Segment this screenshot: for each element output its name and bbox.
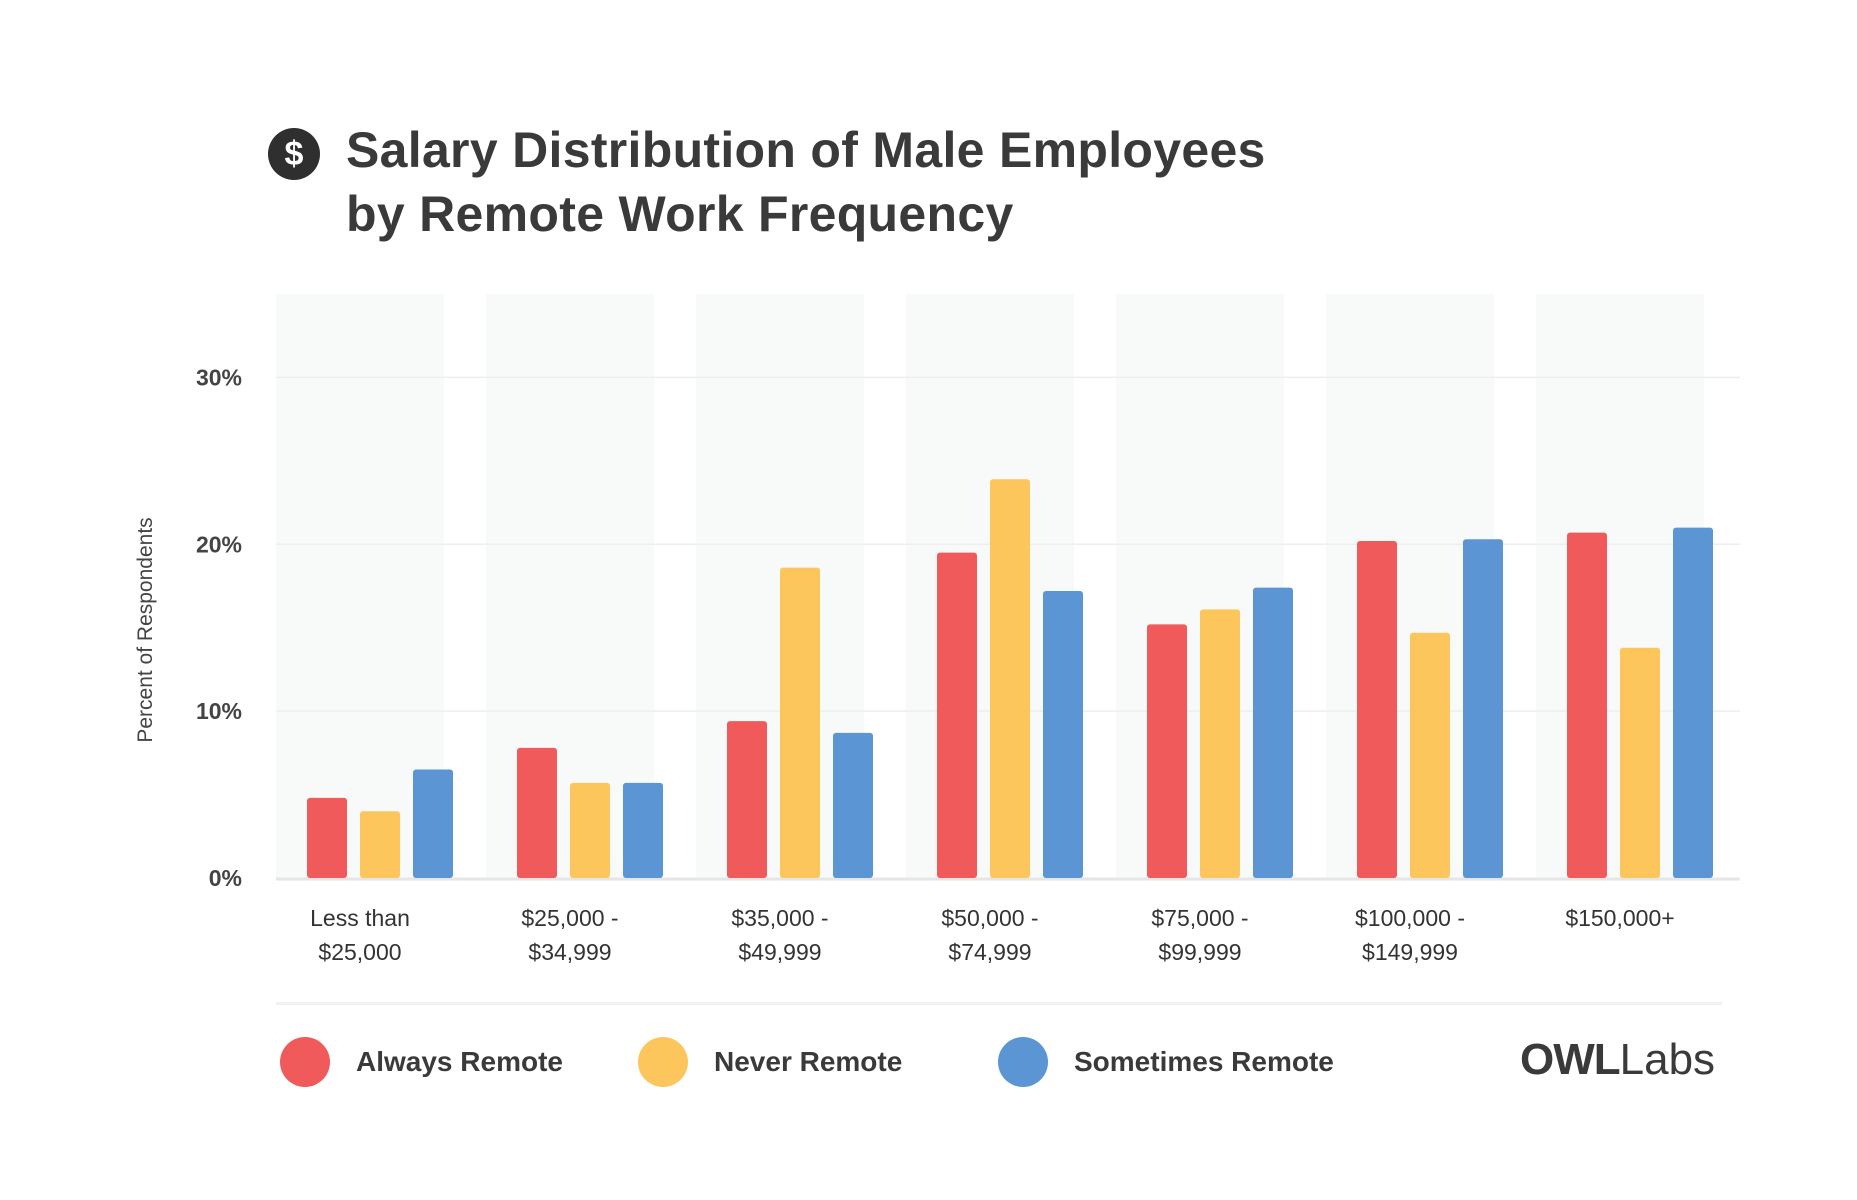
bar-always-remote [517, 747, 557, 878]
x-category-label-line: $25,000 [318, 939, 401, 965]
legend-label-never-remote: Never Remote [714, 1046, 903, 1077]
x-category-label-line: $149,999 [1362, 939, 1458, 965]
x-category-label: $25,000 - $34,999 [521, 905, 618, 965]
bar-sometimes-remote [1463, 539, 1503, 878]
y-tick-label: 30% [196, 364, 242, 390]
x-category-label: $75,000 - $99,999 [1151, 905, 1248, 965]
bar-never-remote [1410, 632, 1450, 878]
bar-never-remote [780, 567, 820, 878]
x-category-label: Less than $25,000 [310, 905, 410, 965]
x-category-label-line: $150,000+ [1565, 905, 1674, 931]
legend: Always Remote Never Remote Sometimes Rem… [280, 1034, 1720, 1090]
category-band [486, 294, 654, 878]
x-category-label-line: Less than [310, 905, 410, 931]
legend-item-sometimes-remote: Sometimes Remote [998, 1034, 1334, 1090]
x-category-label-line: $35,000 - [731, 905, 828, 931]
legend-swatch-sometimes-remote [998, 1037, 1048, 1087]
bar-never-remote [990, 479, 1030, 878]
bar-always-remote [727, 721, 767, 878]
bar-always-remote [937, 552, 977, 878]
legend-divider [276, 1002, 1722, 1005]
y-tick-label: 20% [196, 531, 242, 557]
bar-sometimes-remote [833, 732, 873, 878]
dollar-circle-icon: $ [268, 128, 320, 180]
bar-sometimes-remote [1253, 587, 1293, 878]
chart-title-line-1: Salary Distribution of Male Employees [346, 122, 1266, 178]
bar-never-remote [1200, 609, 1240, 878]
bar-sometimes-remote [1673, 527, 1713, 878]
bar-sometimes-remote [623, 782, 663, 878]
bar-never-remote [360, 811, 400, 878]
bar-never-remote [1620, 647, 1660, 878]
owl-labs-logo: OWL Labs [1520, 1030, 1715, 1090]
chart-title-line-2: by Remote Work Frequency [346, 186, 1014, 242]
bar-always-remote [307, 797, 347, 878]
legend-swatch-never-remote [638, 1037, 688, 1087]
x-category-label: $100,000 - $149,999 [1355, 905, 1465, 965]
bar-always-remote [1147, 624, 1187, 878]
bar-sometimes-remote [1043, 591, 1083, 878]
logo-labs-text: Labs [1619, 1035, 1716, 1084]
x-category-label-line: $25,000 - [521, 905, 618, 931]
legend-item-always-remote: Always Remote [280, 1034, 563, 1090]
bar-always-remote [1567, 532, 1607, 878]
x-category-label: $35,000 - $49,999 [731, 905, 828, 965]
x-category-label-line: $50,000 - [941, 905, 1038, 931]
legend-item-never-remote: Never Remote [638, 1034, 902, 1090]
bar-never-remote [570, 782, 610, 878]
legend-label-always-remote: Always Remote [356, 1046, 563, 1077]
x-category-label: $50,000 - $74,999 [941, 905, 1038, 965]
bar-sometimes-remote [413, 769, 453, 878]
y-tick-label: 0% [209, 865, 242, 891]
y-axis-label: Percent of Respondents [134, 517, 157, 742]
bar-always-remote [1357, 540, 1397, 878]
x-category-label-line: $75,000 - [1151, 905, 1248, 931]
legend-swatch-always-remote [280, 1037, 330, 1087]
chart-title: Salary Distribution of Male Employees by… [346, 118, 1346, 246]
x-category-label: $150,000+ [1565, 905, 1674, 931]
logo-owl-text: OWL [1520, 1035, 1621, 1084]
x-category-label-line: $74,999 [948, 939, 1031, 965]
x-category-label-line: $100,000 - [1355, 905, 1465, 931]
x-category-label-line: $49,999 [738, 939, 821, 965]
x-category-label-line: $34,999 [528, 939, 611, 965]
legend-label-sometimes-remote: Sometimes Remote [1074, 1046, 1334, 1077]
bar-chart: 0% 10% 20% 30% Percent of Respondents Less th… [134, 294, 1740, 965]
x-category-label-line: $99,999 [1158, 939, 1241, 965]
y-tick-label: 10% [196, 698, 242, 724]
